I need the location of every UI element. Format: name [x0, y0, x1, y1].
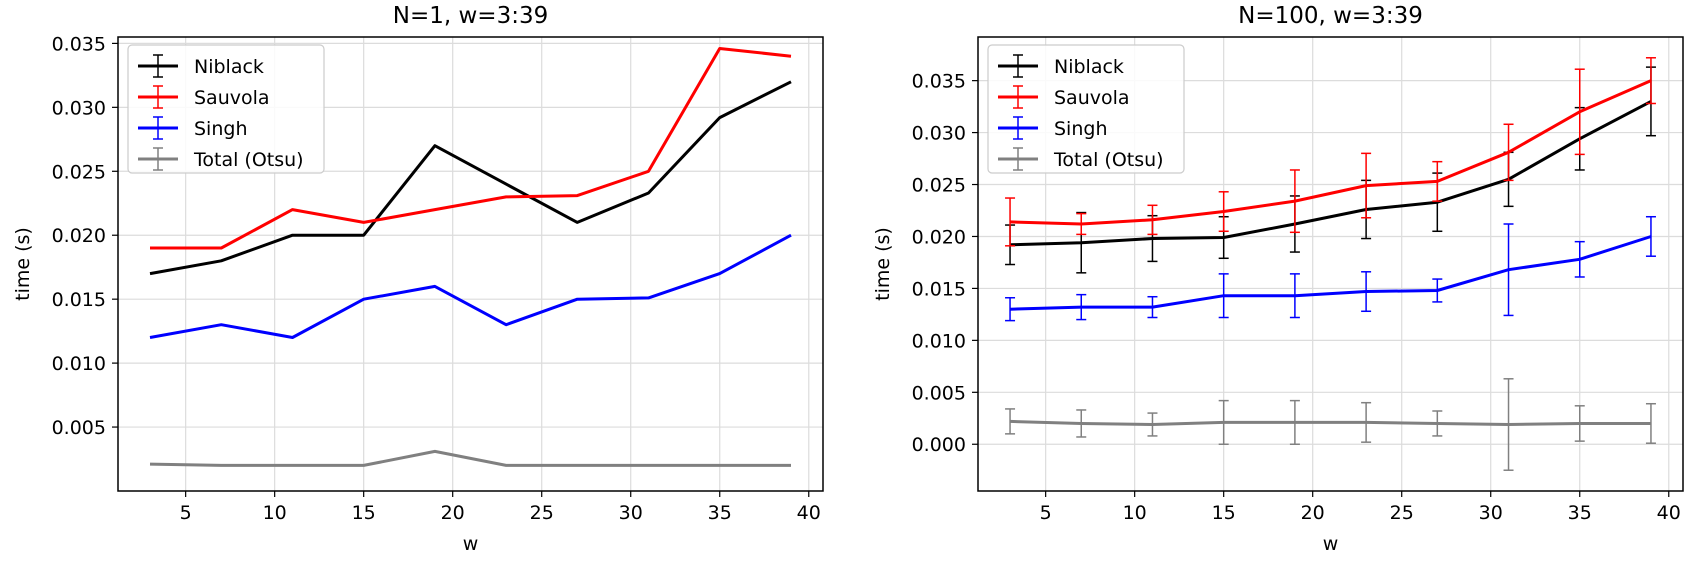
x-tick-label: 15 — [352, 502, 376, 524]
x-tick-label: 35 — [708, 502, 732, 524]
legend-item: Total (Otsu) — [998, 147, 1164, 171]
series-total-otsu — [1005, 378, 1656, 471]
series-niblack — [149, 80, 792, 276]
series-line — [150, 47, 792, 250]
series-line — [149, 233, 792, 339]
legend-label: Sauvola — [1054, 87, 1130, 109]
series-line — [1009, 235, 1652, 311]
series-total-otsu — [149, 449, 791, 467]
legend-label: Singh — [194, 118, 247, 140]
x-tick-label: 40 — [1657, 502, 1681, 524]
x-tick-label: 10 — [1123, 502, 1147, 524]
plot-frame — [977, 36, 1684, 492]
x-tick-label: 15 — [1212, 502, 1236, 524]
x-tick-label: 40 — [797, 502, 821, 524]
x-axis-label: w — [1323, 533, 1339, 555]
legend-item: Singh — [138, 116, 247, 140]
y-tick-label: 0.030 — [912, 123, 966, 145]
series-singh — [1005, 215, 1656, 322]
legend-box — [127, 44, 325, 174]
legend-label: Singh — [1054, 118, 1107, 140]
x-tick-label: 25 — [1390, 502, 1414, 524]
y-axis-label: time (s) — [872, 227, 894, 301]
series-niblack — [1005, 66, 1656, 274]
y-tick-label: 0.020 — [52, 225, 106, 247]
legend: Niblack Sauvola Singh Total (Otsu) — [127, 44, 325, 174]
x-tick-label: 5 — [1040, 502, 1052, 524]
legend-box — [987, 44, 1185, 174]
y-tick-label: 0.005 — [52, 417, 106, 439]
chart-title: N=100, w=3:39 — [1238, 3, 1423, 29]
x-tick-label: 10 — [263, 502, 287, 524]
legend-label: Niblack — [194, 56, 264, 78]
series-line — [1009, 419, 1651, 426]
y-tick-label: 0.015 — [52, 289, 106, 311]
series-line — [1009, 79, 1652, 226]
series-line — [1009, 100, 1652, 247]
chart-panel-1: 5 10 15 20 25 30 35 40 0.005 0.010 0.015 0.020 0.025… — [12, 3, 824, 555]
legend-label: Sauvola — [194, 87, 270, 109]
y-tick-label: 0.015 — [912, 278, 966, 300]
y-tick-label: 0.035 — [52, 33, 106, 55]
x-tick-label: 35 — [1568, 502, 1592, 524]
legend-label: Niblack — [1054, 56, 1124, 78]
legend-item: Sauvola — [138, 85, 270, 109]
plot-frame — [117, 36, 824, 492]
y-tick-label: 0.005 — [912, 382, 966, 404]
legend-item: Sauvola — [998, 85, 1130, 109]
y-tick-label: 0.000 — [912, 434, 966, 456]
chart-panel-2: 5 10 15 20 25 30 35 40 0.000 0.005 0.010 0.015 0.020… — [872, 3, 1684, 555]
legend-item: Niblack — [998, 54, 1124, 78]
x-axis-label: w — [463, 533, 479, 555]
series-sauvola — [150, 47, 792, 250]
series-singh — [149, 233, 792, 339]
chart-title: N=1, w=3:39 — [393, 3, 548, 29]
y-axis-label: time (s) — [12, 227, 34, 301]
y-tick-label: 0.025 — [52, 161, 106, 183]
legend-label: Total (Otsu) — [1053, 149, 1164, 171]
y-tick-label: 0.035 — [912, 71, 966, 93]
y-tick-label: 0.030 — [52, 97, 106, 119]
x-tick-label: 30 — [619, 502, 643, 524]
x-tick-label: 20 — [1301, 502, 1325, 524]
series-line — [149, 80, 792, 276]
y-tick-label: 0.025 — [912, 175, 966, 197]
y-tick-label: 0.010 — [52, 353, 106, 375]
x-tick-label: 25 — [530, 502, 554, 524]
y-tick-label: 0.020 — [912, 226, 966, 248]
x-tick-label: 30 — [1479, 502, 1503, 524]
series-line — [149, 449, 791, 467]
legend-item: Total (Otsu) — [138, 147, 304, 171]
y-tick-label: 0.010 — [912, 330, 966, 352]
legend: Niblack Sauvola Singh Total (Otsu) — [987, 44, 1185, 174]
legend-item: Niblack — [138, 54, 264, 78]
series-sauvola — [1005, 57, 1656, 247]
x-tick-label: 20 — [441, 502, 465, 524]
legend-item: Singh — [998, 116, 1107, 140]
x-tick-label: 5 — [180, 502, 192, 524]
legend-label: Total (Otsu) — [193, 149, 304, 171]
